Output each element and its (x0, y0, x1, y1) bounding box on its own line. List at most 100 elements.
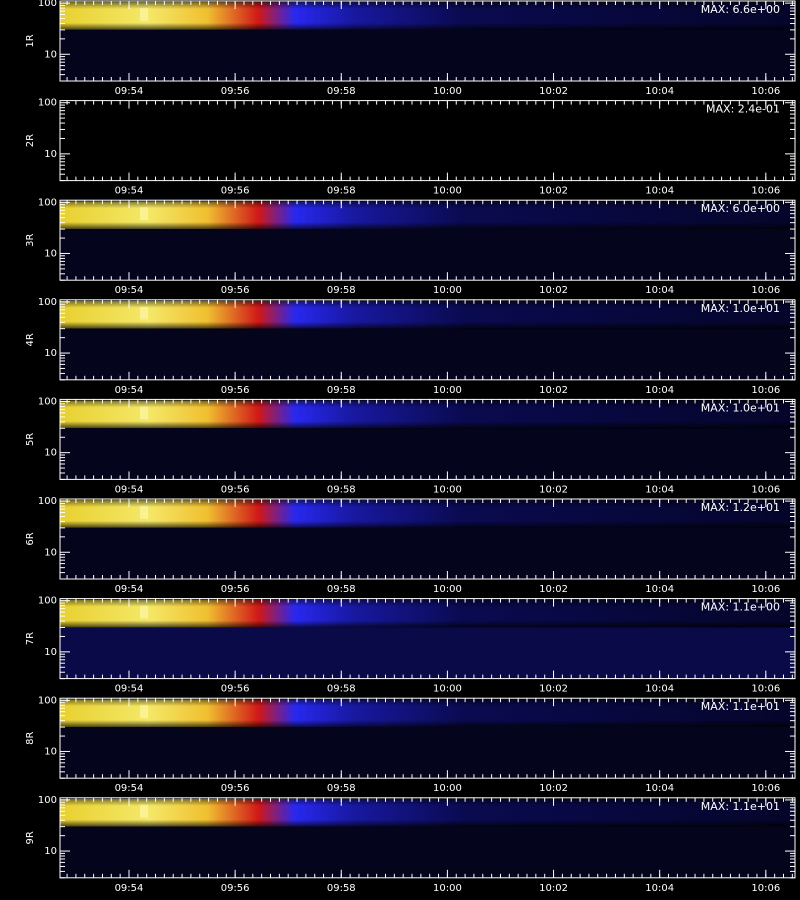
max-annotation: MAX: 1.0e+01 (701, 401, 780, 414)
spectrogram-noise (60, 428, 795, 480)
panel: 10 100 09:54 09:56 09:58 10:00 10:02 10:04 10:06… (25, 795, 796, 894)
x-tick-label: 10:04 (645, 783, 674, 794)
spectrogram-core (140, 804, 148, 818)
x-tick-label: 10:06 (751, 684, 780, 695)
x-tick-label: 09:56 (221, 86, 250, 97)
panel: 10 100 09:54 09:56 09:58 10:00 10:02 10:04 10:06… (25, 98, 796, 197)
y-tick-label: 10 (44, 149, 57, 160)
x-tick-label: 10:00 (433, 883, 462, 894)
y-tick-label: 100 (38, 397, 57, 408)
x-tick-label: 09:54 (115, 584, 144, 595)
panel: 10 100 09:54 09:56 09:58 10:00 10:02 10:04 10:06… (25, 297, 796, 396)
spectrogram-noise (60, 29, 795, 82)
x-tick-label: 09:56 (221, 584, 250, 595)
x-tick-label: 09:58 (327, 385, 356, 396)
plot-frame (59, 498, 796, 580)
spectrogram-band (60, 201, 795, 230)
x-tick-label: 10:00 (433, 285, 462, 296)
x-tick-label: 09:56 (221, 484, 250, 495)
spectrogram-band (60, 400, 795, 429)
y-tick-label: 10 (44, 647, 57, 658)
spectrogram-band (60, 699, 795, 728)
x-tick-label: 09:56 (221, 684, 250, 695)
x-tick-label: 09:58 (327, 584, 356, 595)
x-tick-label: 10:00 (433, 186, 462, 197)
x-tick-label: 10:02 (539, 186, 568, 197)
y-tick-label: 10 (44, 448, 57, 459)
x-tick-label: 09:58 (327, 86, 356, 97)
x-tick-label: 10:02 (539, 684, 568, 695)
y-axis-label: 4R (25, 333, 36, 346)
x-tick-label: 10:04 (645, 883, 674, 894)
y-tick-label: 100 (38, 0, 57, 9)
x-tick-label: 09:56 (221, 285, 250, 296)
spectrogram-core (140, 306, 148, 320)
x-tick-label: 10:06 (751, 86, 780, 97)
x-tick-label: 09:58 (327, 186, 356, 197)
spectrogram-noise (60, 826, 795, 878)
x-tick-label: 09:54 (115, 484, 144, 495)
y-axis-label: 8R (25, 731, 36, 744)
x-tick-label: 10:00 (433, 783, 462, 794)
y-tick-label: 10 (44, 846, 57, 857)
spectrogram-band (60, 300, 795, 329)
x-tick-label: 10:00 (433, 86, 462, 97)
y-tick-label: 10 (44, 248, 57, 259)
y-tick-label: 10 (44, 348, 57, 359)
x-tick-label: 10:06 (751, 385, 780, 396)
panel: 10 100 09:54 09:56 09:58 10:00 10:02 10:04 10:06… (25, 496, 796, 595)
x-tick-label: 10:06 (751, 783, 780, 794)
x-tick-label: 10:00 (433, 584, 462, 595)
y-tick-label: 100 (38, 795, 57, 806)
x-tick-label: 10:02 (539, 584, 568, 595)
y-axis-label: 1R (25, 34, 36, 47)
plot-frame (59, 797, 796, 879)
plot-frame (59, 0, 796, 82)
panel: 10 100 09:54 09:56 09:58 10:00 10:02 10:04 10:06… (25, 197, 796, 296)
plot-frame (59, 697, 796, 779)
max-annotation: MAX: 1.2e+01 (701, 501, 780, 514)
plot-frame (59, 199, 796, 281)
max-annotation: MAX: 1.1e+01 (701, 700, 780, 713)
x-tick-label: 10:04 (645, 86, 674, 97)
y-axis-label: 2R (25, 134, 36, 147)
x-tick-label: 09:58 (327, 285, 356, 296)
spectrogram-band (60, 500, 795, 528)
y-tick-label: 100 (38, 695, 57, 706)
x-tick-label: 10:06 (751, 883, 780, 894)
y-axis-label: 7R (25, 632, 36, 645)
spectrogram-core (140, 705, 148, 719)
x-tick-label: 10:02 (539, 385, 568, 396)
x-tick-label: 09:58 (327, 684, 356, 695)
spectrogram-core (140, 207, 148, 221)
y-tick-label: 100 (38, 197, 57, 208)
x-tick-label: 09:56 (221, 385, 250, 396)
spectrogram-noise (60, 229, 795, 281)
x-tick-label: 10:04 (645, 385, 674, 396)
x-tick-label: 09:54 (115, 285, 144, 296)
x-tick-label: 10:04 (645, 584, 674, 595)
spectrogram-band (60, 2, 795, 30)
x-tick-label: 10:06 (751, 285, 780, 296)
y-axis-label: 6R (25, 532, 36, 545)
spectrogram-noise (60, 627, 795, 679)
panel: 10 100 09:54 09:56 09:58 10:00 10:02 10:04 10:06… (25, 596, 796, 695)
y-axis-label: 9R (25, 831, 36, 844)
x-tick-label: 10:02 (539, 783, 568, 794)
spectrogram-noise (60, 527, 795, 579)
x-tick-label: 09:58 (327, 783, 356, 794)
x-tick-label: 10:00 (433, 484, 462, 495)
x-tick-label: 09:54 (115, 186, 144, 197)
x-tick-label: 10:04 (645, 186, 674, 197)
x-tick-label: 09:54 (115, 86, 144, 97)
max-annotation: MAX: 6.0e+00 (701, 202, 780, 215)
max-annotation: MAX: 2.4e-01 (706, 103, 780, 116)
x-tick-label: 10:02 (539, 883, 568, 894)
y-tick-label: 10 (44, 547, 57, 558)
x-tick-label: 10:02 (539, 484, 568, 495)
spectrogram-band (60, 798, 795, 827)
x-tick-label: 10:06 (751, 484, 780, 495)
plot-frame (59, 299, 796, 381)
spectrogram-core (140, 406, 148, 420)
